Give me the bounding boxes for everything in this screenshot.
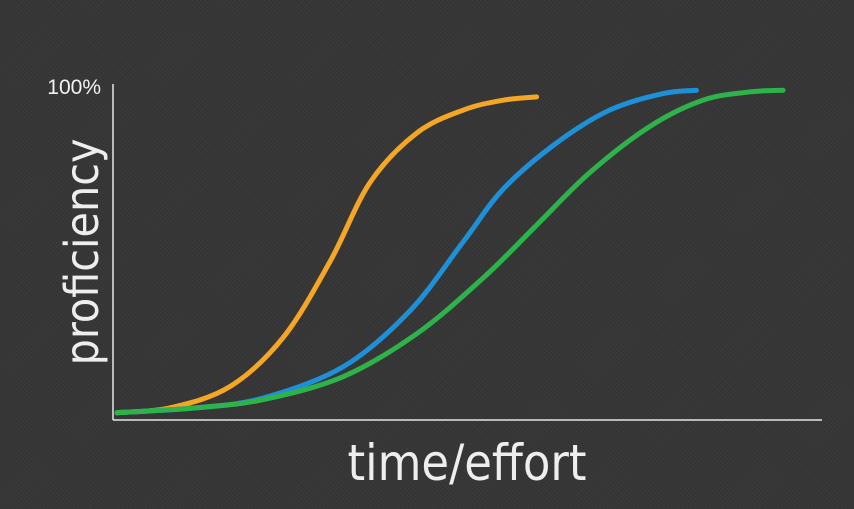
- y-axis-title: proficiency: [55, 139, 109, 366]
- y-tick-label-1: 100%: [47, 76, 101, 99]
- tick-layer: 100%: [47, 76, 101, 99]
- series-layer: [114, 87, 786, 416]
- series-line-1: [114, 94, 540, 416]
- series-line-3: [114, 87, 786, 416]
- x-axis-title: time/effort: [347, 434, 586, 492]
